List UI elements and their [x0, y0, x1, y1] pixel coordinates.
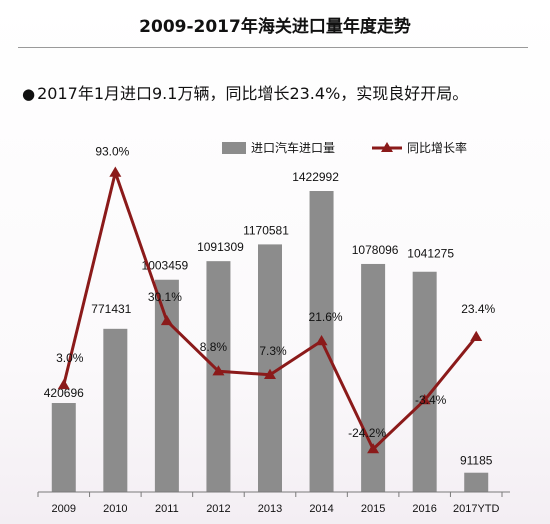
summary-text: 2017年1月进口9.1万辆，同比增长23.4%，实现良好开局。	[37, 84, 469, 103]
x-tick-label-2014: 2014	[309, 503, 333, 515]
line-label-2015: -24.2%	[348, 426, 386, 440]
bar-2017YTD	[464, 472, 489, 492]
line-label-2011: 30.1%	[148, 290, 182, 304]
page-title: 2009-2017年海关进口量年度走势	[139, 17, 411, 37]
bar-label-2011: 1003459	[142, 259, 189, 273]
line-marker-2012	[212, 365, 225, 376]
legend-bar-label: 进口汽车进口量	[251, 140, 335, 155]
summary-bullet: ● 2017年1月进口9.1万辆，同比增长23.4%，实现良好开局。	[22, 80, 468, 104]
line-marker-2016	[418, 394, 431, 405]
legend-line-marker	[381, 142, 393, 152]
x-tick-label-2015: 2015	[361, 503, 385, 515]
line-label-2012: 8.8%	[200, 340, 228, 354]
line-marker-2014	[315, 335, 328, 346]
x-tick-label-2012: 2012	[206, 503, 230, 515]
line-label-2017YTD: 23.4%	[461, 302, 495, 316]
bar-label-2017YTD: 91185	[460, 454, 493, 468]
bar-label-2015: 1078096	[352, 243, 399, 257]
x-tick-label-2009: 2009	[52, 503, 76, 515]
bar-label-2013: 1170581	[243, 223, 289, 237]
x-tick-label-2011: 2011	[155, 503, 179, 515]
x-tick-label-2010: 2010	[103, 503, 127, 515]
line-marker-2017YTD	[470, 330, 483, 341]
x-tick-label-2016: 2016	[412, 503, 436, 515]
bar-2010	[103, 328, 128, 492]
bar-2012	[206, 261, 231, 492]
legend-bar-swatch	[222, 142, 246, 154]
line-marker-2015	[367, 443, 380, 454]
line-label-2010: 93.0%	[95, 145, 129, 159]
legend-line-label: 同比增长率	[407, 140, 467, 155]
bar-label-2016: 1041275	[407, 247, 454, 261]
line-marker-2009	[57, 378, 70, 390]
bar-2015	[361, 263, 386, 492]
line-label-2013: 7.3%	[259, 344, 287, 358]
x-tick-label-2017YTD: 2017YTD	[453, 503, 500, 515]
title-divider	[18, 47, 528, 48]
bar-2011	[154, 279, 179, 492]
line-marker-2013	[264, 368, 276, 379]
bar-2009	[51, 403, 76, 492]
bar-label-2014: 1422992	[292, 170, 339, 184]
line-label-2016: -3.4%	[415, 393, 447, 407]
bar-label-2010: 771431	[91, 302, 131, 316]
bar-label-2012: 1091309	[197, 240, 244, 254]
bar-2016	[412, 271, 437, 492]
line-marker-2010	[109, 166, 122, 177]
x-tick-label-2013: 2013	[258, 503, 282, 515]
bar-label-2009: 420696	[44, 386, 84, 400]
bullet-dot-icon: ●	[22, 85, 36, 103]
line-label-2014: 21.6%	[309, 310, 343, 324]
line-marker-2011	[160, 314, 173, 326]
line-label-2009: 3.0%	[56, 351, 84, 365]
